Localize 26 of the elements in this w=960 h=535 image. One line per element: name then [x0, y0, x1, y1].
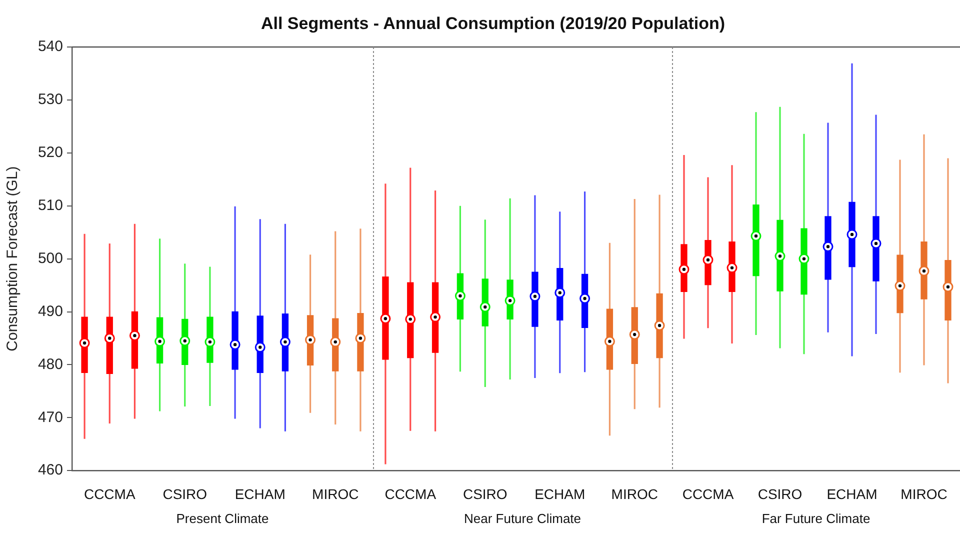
- x-tick-label: ECHAM: [534, 486, 586, 502]
- x-tick-label: CSIRO: [758, 486, 802, 502]
- y-tick-label: 470: [38, 408, 63, 426]
- y-axis-title: Consumption Forecast (GL): [4, 166, 22, 352]
- y-tick-label: 500: [38, 250, 63, 267]
- y-tick-label: 510: [38, 196, 63, 214]
- x-tick-label: CCCMA: [84, 486, 136, 502]
- x-tick-label: CSIRO: [462, 486, 508, 502]
- x-tick-label: CCCMA: [384, 486, 437, 502]
- x-tick-label: CCCMA: [682, 486, 734, 502]
- y-tick-label: 520: [38, 144, 63, 162]
- x-axis-title: Far Future Climate: [762, 510, 870, 526]
- y-tick-label: 480: [38, 356, 63, 373]
- x-axis-title: Near Future Climate: [464, 510, 582, 526]
- x-axis-title: Present Climate: [176, 510, 269, 526]
- y-tick-label: 530: [38, 91, 63, 108]
- x-tick-label: MIROC: [900, 486, 948, 502]
- text: All Segments - Annual Consumption (2019/20 Population): [260, 14, 726, 34]
- x-tick-label: ECHAM: [826, 486, 878, 502]
- y-tick-label: 540: [38, 38, 63, 56]
- x-tick-label: ECHAM: [234, 486, 286, 502]
- x-tick-label: CSIRO: [162, 486, 208, 502]
- x-tick-label: MIROC: [611, 486, 658, 502]
- x-tick-label: MIROC: [312, 486, 359, 502]
- y-tick-label: 490: [38, 302, 63, 320]
- y-tick-label: 460: [38, 462, 63, 479]
